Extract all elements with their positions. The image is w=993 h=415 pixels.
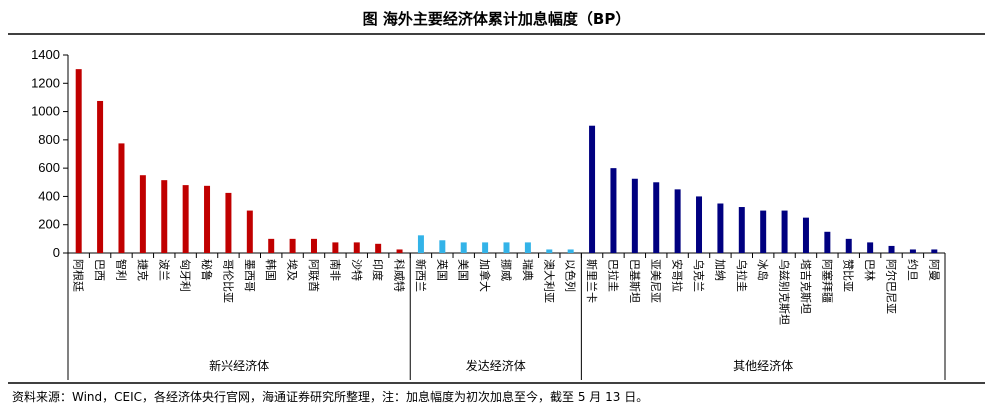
category-label: 巴基斯坦	[628, 259, 642, 303]
category-label: 智利	[114, 259, 128, 281]
bar	[696, 196, 703, 253]
category-label: 南非	[328, 259, 341, 281]
category-label: 阿塞拜疆	[820, 259, 834, 303]
bar	[396, 249, 403, 253]
bar	[139, 175, 146, 253]
category-label: 埃及	[286, 259, 300, 281]
bar	[503, 242, 510, 253]
category-label: 加拿大	[478, 259, 492, 292]
bar	[845, 238, 852, 253]
bar	[353, 242, 360, 253]
bar	[246, 210, 253, 253]
category-label: 新西兰	[414, 259, 428, 292]
category-label: 阿尔巴尼亚	[885, 259, 898, 314]
bar	[118, 143, 125, 253]
bar	[268, 238, 275, 253]
category-label: 阿曼	[927, 259, 940, 281]
category-label: 波兰	[157, 259, 170, 281]
group-label: 发达经济体	[466, 358, 526, 373]
y-tick-label: 1000	[31, 104, 60, 119]
bar	[524, 242, 531, 253]
bar	[888, 245, 895, 253]
category-label: 沙特	[350, 259, 364, 281]
category-label: 匈牙利	[179, 259, 193, 292]
bar	[439, 240, 446, 253]
bar	[589, 125, 596, 253]
bar	[460, 242, 467, 253]
source-note: 资料来源：Wind，CEIC，各经济体央行官网，海通证券研究所整理，注：加息幅度…	[12, 390, 649, 404]
category-label: 科威特	[393, 259, 407, 292]
bar	[802, 217, 809, 253]
category-label: 赞比亚	[842, 259, 855, 292]
bar	[546, 249, 553, 253]
group-label: 其他经济体	[733, 358, 793, 373]
bar	[97, 100, 104, 253]
category-label: 韩国	[264, 259, 278, 281]
bar	[75, 69, 82, 254]
bar	[674, 189, 681, 253]
bar	[610, 168, 617, 253]
y-tick-label: 200	[38, 217, 60, 232]
bar	[738, 207, 745, 253]
y-tick-label: 800	[38, 132, 60, 147]
category-label: 冰岛	[756, 259, 770, 281]
category-label: 英国	[435, 259, 449, 281]
category-label: 澳大利亚	[542, 259, 556, 303]
bar	[867, 242, 874, 253]
category-label: 以色列	[564, 259, 578, 292]
category-label: 加纳	[713, 259, 726, 281]
category-label: 美国	[457, 259, 470, 281]
category-label: 巴西	[93, 259, 106, 281]
category-label: 墨西哥	[243, 259, 256, 292]
bar	[375, 243, 382, 253]
category-label: 捷克	[136, 259, 150, 281]
category-label: 乌兹别克斯坦	[778, 259, 792, 325]
bar	[161, 180, 168, 253]
bar	[482, 242, 489, 253]
chart-title: 图 海外主要经济体累计加息幅度（BP）	[362, 10, 631, 28]
category-label: 安哥拉	[671, 259, 685, 292]
category-label: 巴拉圭	[606, 259, 620, 292]
bar	[225, 192, 232, 253]
y-tick-label: 400	[38, 188, 60, 203]
y-tick-label: 600	[38, 160, 60, 175]
category-label: 阿根廷	[72, 259, 86, 292]
category-label: 约旦	[906, 259, 919, 281]
y-tick-label: 1200	[31, 75, 60, 90]
bar	[653, 182, 660, 253]
bar	[332, 242, 339, 253]
bar	[289, 238, 296, 253]
bar	[417, 235, 424, 253]
category-label: 印度	[371, 259, 385, 281]
y-tick-label: 1400	[31, 47, 60, 62]
group-label: 新兴经济体	[209, 358, 269, 373]
category-label: 亚美尼亚	[649, 259, 662, 303]
bar	[204, 185, 211, 253]
bar	[182, 185, 189, 253]
bar	[310, 238, 317, 253]
category-label: 阿联酋	[307, 259, 321, 292]
category-label: 瑞典	[521, 259, 535, 281]
category-label: 乌拉圭	[735, 259, 749, 292]
bar	[760, 210, 767, 253]
category-label: 巴林	[863, 259, 877, 281]
category-label: 秘鲁	[200, 259, 214, 281]
bar	[781, 210, 788, 253]
category-label: 哥伦比亚	[221, 259, 235, 303]
bar	[631, 178, 638, 253]
category-label: 塔吉克斯坦	[799, 259, 813, 314]
y-tick-label: 0	[53, 245, 60, 260]
bar	[909, 249, 916, 253]
bar	[931, 249, 938, 253]
category-label: 乌克兰	[692, 259, 706, 292]
category-label: 斯里兰卡	[585, 259, 598, 303]
bar	[567, 249, 574, 253]
bar	[824, 231, 831, 253]
bar	[717, 203, 724, 253]
category-label: 挪威	[500, 259, 514, 281]
